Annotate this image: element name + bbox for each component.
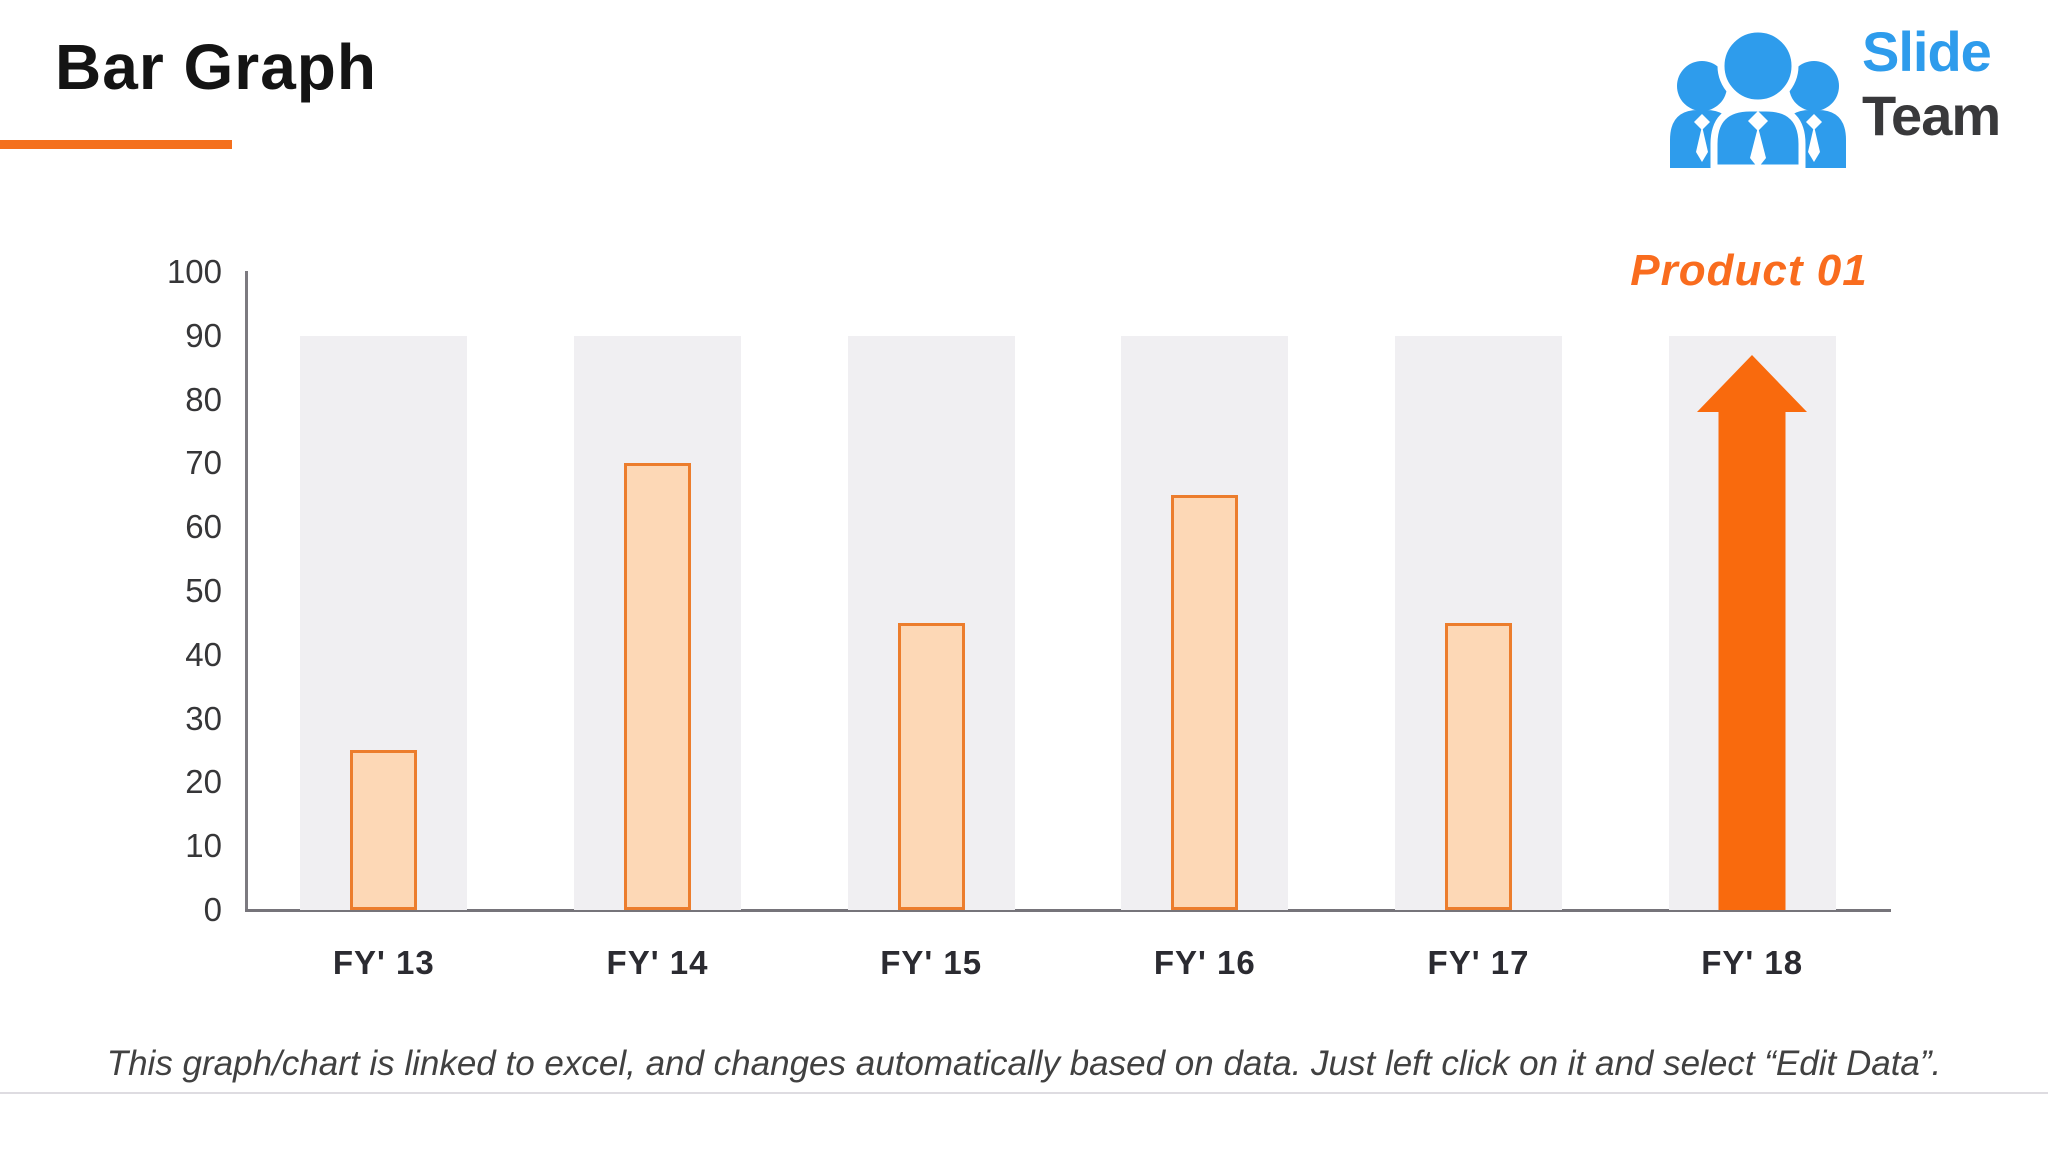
- y-tick-label: 100: [166, 253, 222, 290]
- y-tick-label: 80: [185, 380, 222, 418]
- y-axis-line: [245, 271, 248, 912]
- title-underline: [0, 140, 232, 149]
- x-axis-label: FY' 18: [1701, 944, 1804, 981]
- plot-area[interactable]: [247, 272, 1889, 910]
- x-axis-label: FY' 13: [332, 944, 435, 981]
- x-axis-label: FY' 17: [1427, 944, 1530, 981]
- footer-divider: [0, 1092, 2048, 1094]
- x-axis-label: FY' 16: [1153, 944, 1256, 981]
- y-tick-label: 50: [185, 572, 222, 609]
- up-arrow-marker: [1697, 355, 1808, 910]
- x-axis-label: FY' 14: [606, 944, 709, 981]
- x-axis-label: FY' 15: [880, 944, 983, 981]
- y-tick-label: 10: [185, 827, 222, 865]
- y-tick-label: 20: [185, 763, 222, 801]
- y-tick-label: 40: [185, 635, 222, 673]
- bar-3: [897, 623, 965, 910]
- y-tick-label: 0: [203, 891, 222, 928]
- y-tick-label: 30: [185, 699, 222, 737]
- logo-text: Slide Team: [1862, 14, 2001, 147]
- bar-1: [350, 750, 418, 910]
- slideteam-logo: Slide Team: [1662, 14, 2042, 174]
- edit-data-caption: This graph/chart is linked to excel, and…: [106, 1044, 1942, 1083]
- team-people-icon: [1670, 25, 1846, 168]
- page-title: Bar Graph: [55, 31, 377, 103]
- bar-4: [1171, 495, 1239, 910]
- bar-5: [1445, 623, 1512, 910]
- y-tick-label: 70: [185, 444, 222, 482]
- y-tick-label: 90: [185, 316, 222, 354]
- y-tick-label: 60: [185, 508, 222, 546]
- x-axis-line: [245, 909, 1891, 912]
- bar-2: [624, 463, 691, 910]
- logo-word-team: Team: [1862, 84, 2001, 147]
- series-label: Product 01: [1630, 246, 1868, 295]
- logo-word-slide: Slide: [1862, 20, 1992, 83]
